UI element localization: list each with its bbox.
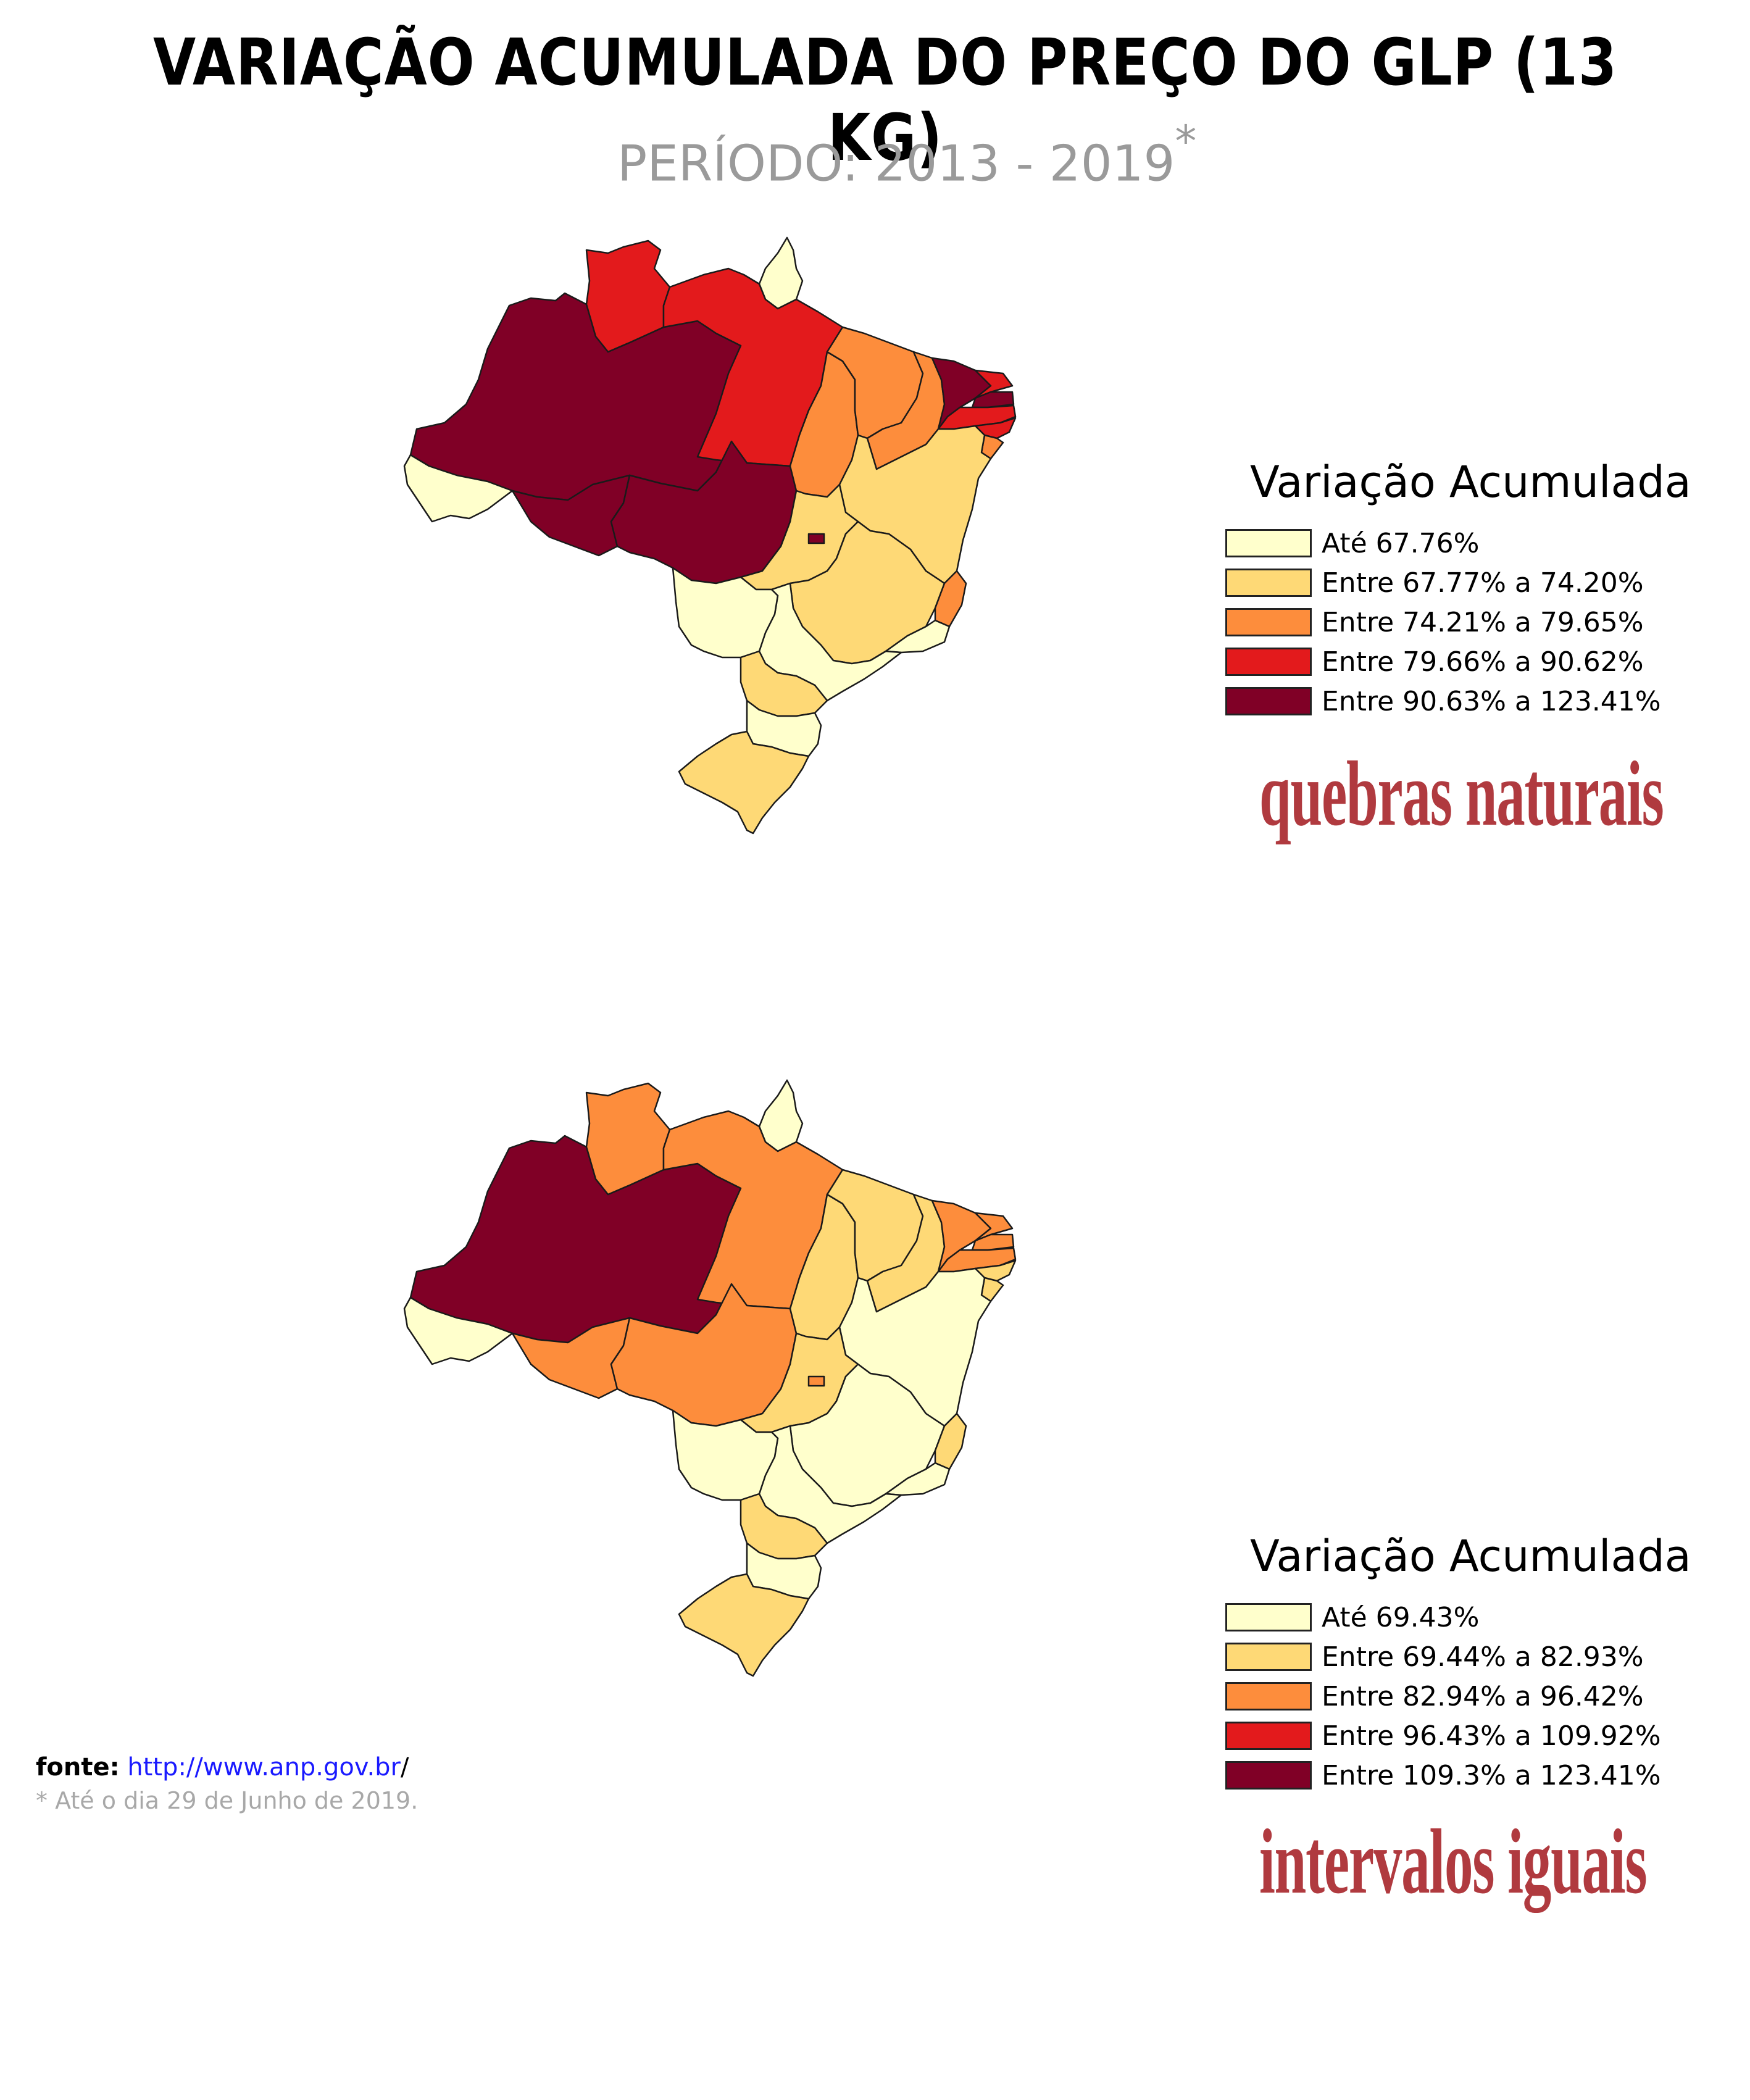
legend-title: Variação Acumulada [1250,457,1691,507]
map-svg [403,1079,1017,1677]
legend-label: Entre 69.44% a 82.93% [1322,1641,1644,1673]
state-rs [678,1573,810,1677]
legend-equal-intervals: Variação Acumulada Até 69.43% Entre 69.4… [1225,1531,1731,1795]
brazil-map-equal-intervals [395,1068,1191,1870]
state-ms [672,567,779,659]
legend-title: Variação Acumulada [1250,1531,1691,1581]
legend-item: Entre 109.3% a 123.41% [1225,1756,1731,1795]
legend-label: Até 67.76% [1322,527,1480,559]
subtitle: PERÍODO: 2013 - 2019* [617,116,1196,193]
legend-swatch [1225,529,1312,557]
legend-item: Entre 82.94% a 96.42% [1225,1677,1731,1716]
source-line: fonte: http://www.anp.gov.br/ [36,1753,409,1781]
legend-item: Entre 74.21% a 79.65% [1225,602,1731,642]
legend-label: Entre 74.21% a 79.65% [1322,606,1644,638]
subtitle-asterisk: * [1175,116,1197,167]
legend-item: Entre 90.63% a 123.41% [1225,681,1731,721]
main-title-text: VARIAÇÃO ACUMULADA DO PREÇO DO GLP (13 K… [152,25,1617,175]
state-es [934,1412,967,1470]
legend-label: Entre 82.94% a 96.42% [1322,1680,1644,1712]
legend-swatch [1225,1761,1312,1790]
legend-label: Entre 90.63% a 123.41% [1322,685,1661,717]
state-rs [678,730,810,835]
subtitle-text: PERÍODO: 2013 - 2019 [617,135,1175,193]
legend-swatch [1225,648,1312,676]
state-df [807,1375,825,1387]
state-am [409,292,751,501]
legend-item: Entre 69.44% a 82.93% [1225,1637,1731,1677]
footnote: * Até o dia 29 de Junho de 2019. [36,1787,419,1814]
legend-item: Entre 96.43% a 109.92% [1225,1716,1731,1756]
state-ms [672,1409,779,1501]
method-label-natural-breaks: quebras naturais [1259,743,1664,845]
legend-item: Entre 79.66% a 90.62% [1225,642,1731,681]
legend-swatch [1225,1603,1312,1631]
legend-label: Entre 96.43% a 109.92% [1322,1720,1661,1752]
legend-label: Entre 79.66% a 90.62% [1322,646,1644,678]
source-trailing: / [401,1753,409,1781]
legend-swatch [1225,1682,1312,1710]
legend-swatch [1225,569,1312,597]
legend-item: Até 67.76% [1225,523,1731,563]
state-am [409,1135,751,1344]
legend-label: Entre 67.77% a 74.20% [1322,567,1644,599]
main-title: VARIAÇÃO ACUMULADA DO PREÇO DO GLP (13 K… [133,25,1638,175]
legend-natural-breaks: Variação Acumulada Até 67.76% Entre 67.7… [1225,457,1731,721]
legend-label: Até 69.43% [1322,1601,1480,1633]
state-ac [403,1296,514,1365]
legend-swatch [1225,608,1312,636]
state-ac [403,454,514,523]
state-ap [758,1079,804,1152]
legend-item: Até 69.43% [1225,1598,1731,1637]
legend-swatch [1225,1722,1312,1750]
legend-swatch [1225,1643,1312,1671]
state-es [934,570,967,628]
map-svg [403,236,1017,835]
state-ap [758,236,804,310]
method-label-equal-intervals: intervalos iguais [1259,1810,1648,1913]
brazil-map-natural-breaks [395,225,1191,1028]
state-df [807,533,825,544]
source-link[interactable]: http://www.anp.gov.br [127,1753,401,1781]
legend-label: Entre 109.3% a 123.41% [1322,1759,1661,1791]
legend-item: Entre 67.77% a 74.20% [1225,563,1731,602]
source-label: fonte: [36,1753,120,1781]
legend-swatch [1225,687,1312,715]
